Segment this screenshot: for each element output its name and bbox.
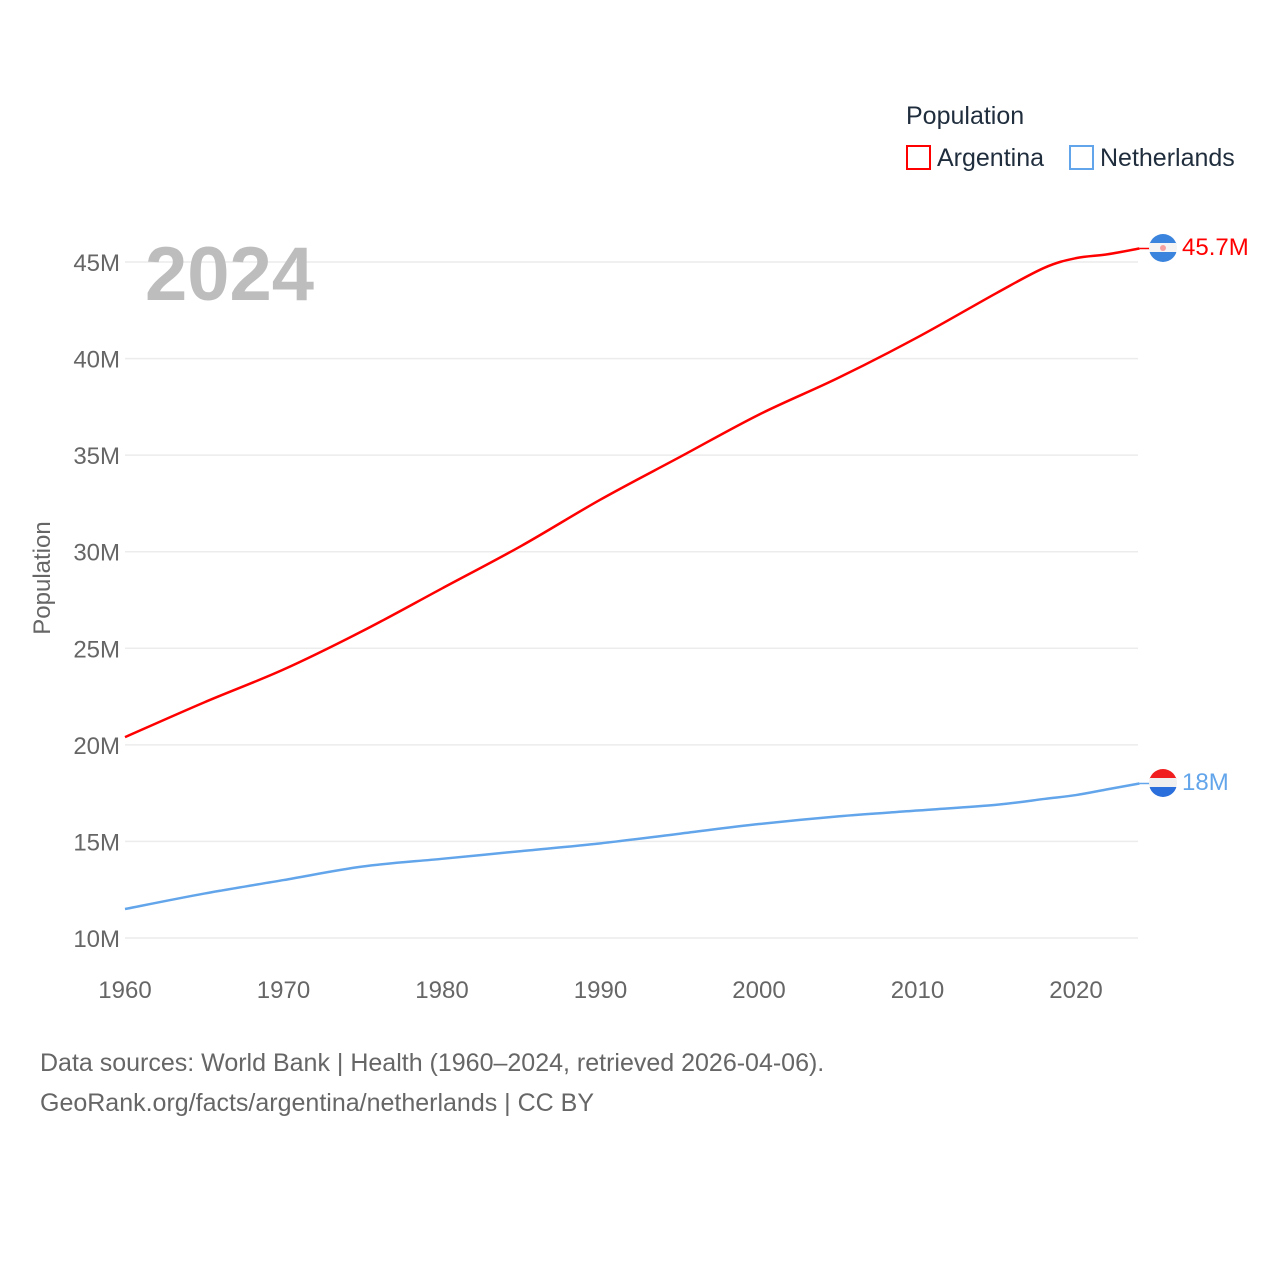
legend-item-argentina[interactable]: Argentina: [906, 144, 1044, 172]
legend-label-argentina: Argentina: [937, 144, 1044, 172]
argentina-flag-icon: [1149, 234, 1177, 262]
y-tick-label: 20M: [73, 733, 120, 760]
y-tick-label: 10M: [73, 926, 120, 953]
end-label-netherlands: 18M: [1182, 769, 1229, 796]
x-tick-label: 2020: [1049, 977, 1102, 1004]
grid-lines: [125, 261, 1138, 939]
series-line-argentina: [124, 247, 1140, 739]
footer: Data sources: World Bank | Health (1960–…: [40, 1043, 824, 1123]
y-tick-label: 40M: [73, 347, 120, 374]
x-tick-label: 1970: [257, 977, 310, 1004]
legend-swatch-netherlands: [1069, 145, 1094, 170]
legend-item-netherlands[interactable]: Netherlands: [1069, 144, 1235, 172]
x-tick-label: 1990: [574, 977, 627, 1004]
y-axis-ticks: 10M 15M 20M 25M 30M 35M 40M 45M: [73, 250, 120, 953]
x-tick-label: 2000: [732, 977, 785, 1004]
netherlands-flag-icon: [1149, 769, 1177, 797]
series-lines: [124, 247, 1150, 911]
data-sources-text: Data sources: World Bank | Health (1960–…: [40, 1049, 825, 1077]
year-watermark: 2024: [145, 232, 314, 317]
x-tick-label: 1960: [98, 977, 151, 1004]
legend-label-netherlands: Netherlands: [1100, 144, 1235, 172]
y-tick-label: 25M: [73, 636, 120, 663]
y-tick-label: 35M: [73, 443, 120, 470]
end-label-argentina: 45.7M: [1182, 234, 1249, 261]
x-tick-label: 2010: [891, 977, 944, 1004]
source-link[interactable]: GeoRank.org/facts/argentina/netherlands …: [40, 1089, 595, 1117]
y-tick-label: 45M: [73, 250, 120, 277]
x-axis-ticks: 1960 1970 1980 1990 2000 2010 2020: [98, 977, 1102, 1004]
y-axis-label: Population: [29, 521, 56, 634]
y-tick-label: 15M: [73, 829, 120, 856]
y-tick-label: 30M: [73, 540, 120, 567]
series-line-netherlands: [124, 782, 1140, 911]
legend-swatch-argentina: [906, 145, 931, 170]
legend-title: Population: [906, 102, 1024, 130]
x-tick-label: 1980: [415, 977, 468, 1004]
